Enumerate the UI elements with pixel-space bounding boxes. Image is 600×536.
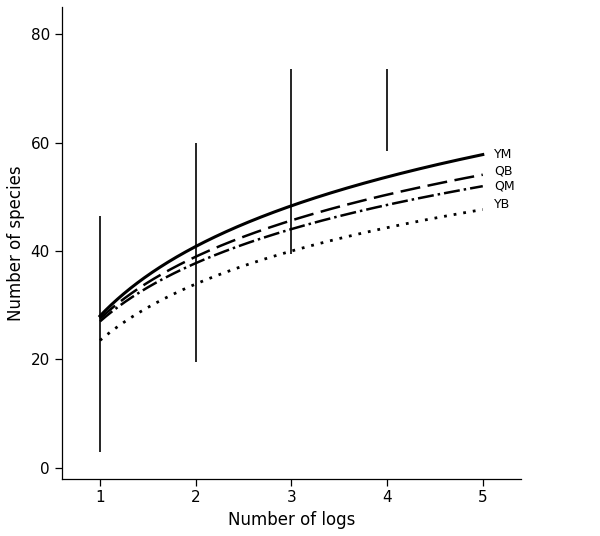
X-axis label: Number of logs: Number of logs xyxy=(227,511,355,529)
Y-axis label: Number of species: Number of species xyxy=(7,165,25,321)
Text: YB: YB xyxy=(494,198,511,211)
Text: YM: YM xyxy=(494,148,512,161)
Text: QM: QM xyxy=(494,180,515,192)
Text: QB: QB xyxy=(494,165,513,177)
